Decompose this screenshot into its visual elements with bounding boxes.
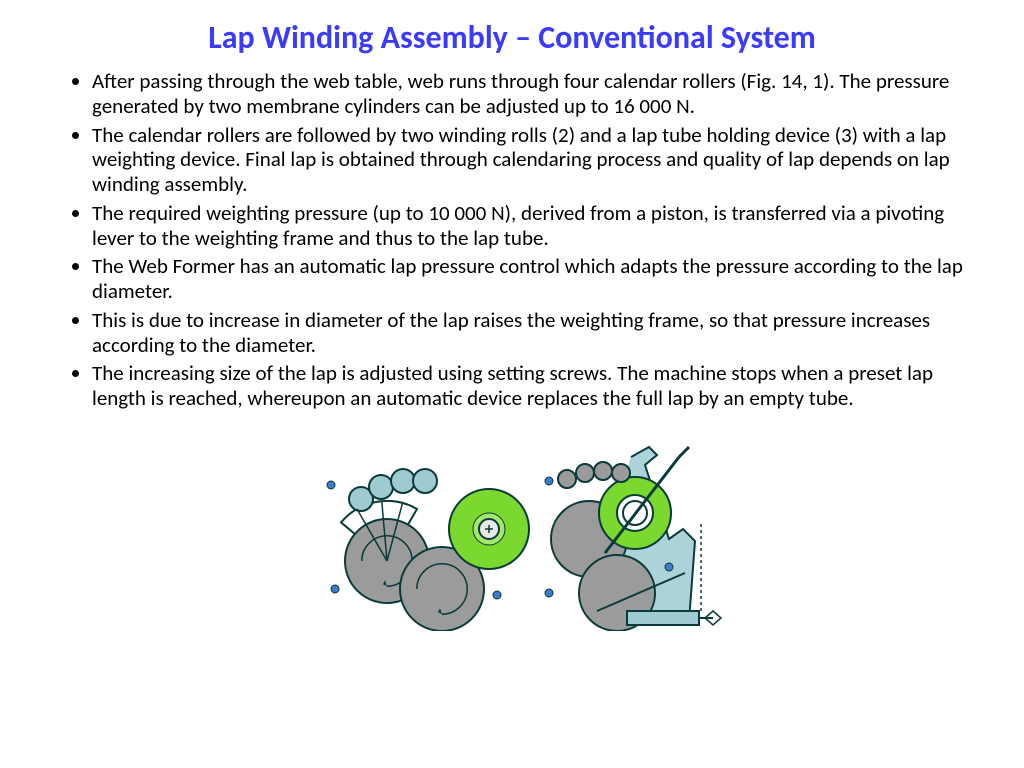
lap-winding-diagram (297, 421, 727, 631)
list-item: The required weighting pressure (up to 1… (92, 201, 984, 251)
list-item: The increasing size of the lap is adjust… (92, 361, 984, 411)
list-item: The Web Former has an automatic lap pres… (92, 254, 984, 304)
list-item: After passing through the web table, web… (92, 69, 984, 119)
bullet-list: After passing through the web table, web… (40, 69, 984, 411)
slide-title: Lap Winding Assembly – Conventional Syst… (40, 18, 984, 57)
list-item: The calendar rollers are followed by two… (92, 123, 984, 197)
list-item: This is due to increase in diameter of t… (92, 308, 984, 358)
diagram-container (40, 421, 984, 631)
